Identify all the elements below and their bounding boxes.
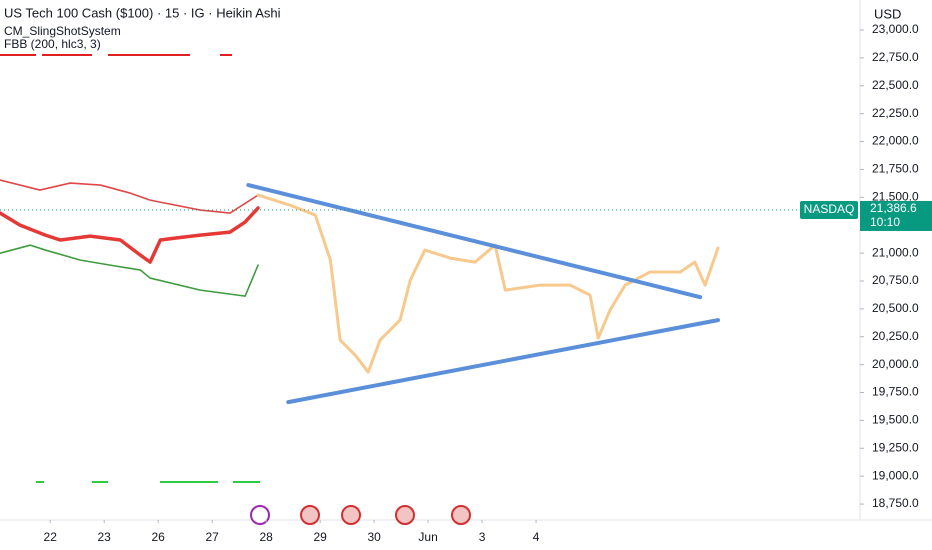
series-line (0, 206, 260, 264)
x-tick-label: 30 (367, 530, 381, 544)
series-line (0, 244, 259, 297)
x-tick-label: 26 (151, 530, 165, 544)
x-tick-label: 23 (98, 530, 112, 544)
y-tick-label: 22,000.0 (872, 134, 919, 148)
x-tick-label: 3 (479, 530, 486, 544)
countdown-label: 10:10 (870, 215, 900, 229)
price-label: 21,386.6 (870, 201, 917, 215)
x-tick-label: 27 (205, 530, 219, 544)
price-tag (860, 200, 932, 231)
y-tick-label: 23,000.0 (872, 22, 919, 36)
symbol-label: NASDAQ (804, 202, 855, 216)
series-line (0, 179, 259, 214)
event-icons (250, 505, 471, 525)
y-tick-label: 19,500.0 (872, 413, 919, 427)
plot-area (0, 179, 721, 405)
y-tick-label: 20,000.0 (872, 357, 919, 371)
y-tick-label: 19,750.0 (872, 385, 919, 399)
y-tick-label: 19,000.0 (872, 468, 919, 482)
x-tick-label: 22 (44, 530, 58, 544)
y-tick-label: 19,250.0 (872, 440, 919, 454)
y-tick-label: 21,000.0 (872, 245, 919, 259)
x-tick-label: 29 (313, 530, 327, 544)
y-tick-label: 20,750.0 (872, 273, 919, 287)
signals (0, 54, 260, 483)
y-tick-label: 21,750.0 (872, 162, 919, 176)
x-tick-label: Jun (418, 530, 437, 544)
indicator-label: CM_SlingShotSystem (4, 24, 121, 38)
y-tick-label: 22,500.0 (872, 78, 919, 92)
currency-label: USD (874, 6, 901, 21)
y-tick-label: 22,250.0 (872, 106, 919, 120)
y-tick-label: 21,500.0 (872, 189, 919, 203)
x-tick-label: 4 (533, 530, 540, 544)
y-tick-label: 18,750.0 (872, 496, 919, 510)
series-line (246, 183, 703, 300)
y-tick-label: 20,250.0 (872, 329, 919, 343)
indicator-label: FBB (200, hlc3, 3) (4, 37, 101, 51)
x-tick-label: 28 (259, 530, 273, 544)
symbol-tag (800, 200, 858, 219)
y-tick-label: 20,500.0 (872, 301, 919, 315)
chart-title: US Tech 100 Cash ($100) · 15 · IG · Heik… (4, 5, 281, 20)
y-tick-label: 22,750.0 (872, 50, 919, 64)
series-line (256, 193, 720, 374)
series-line (286, 318, 721, 405)
